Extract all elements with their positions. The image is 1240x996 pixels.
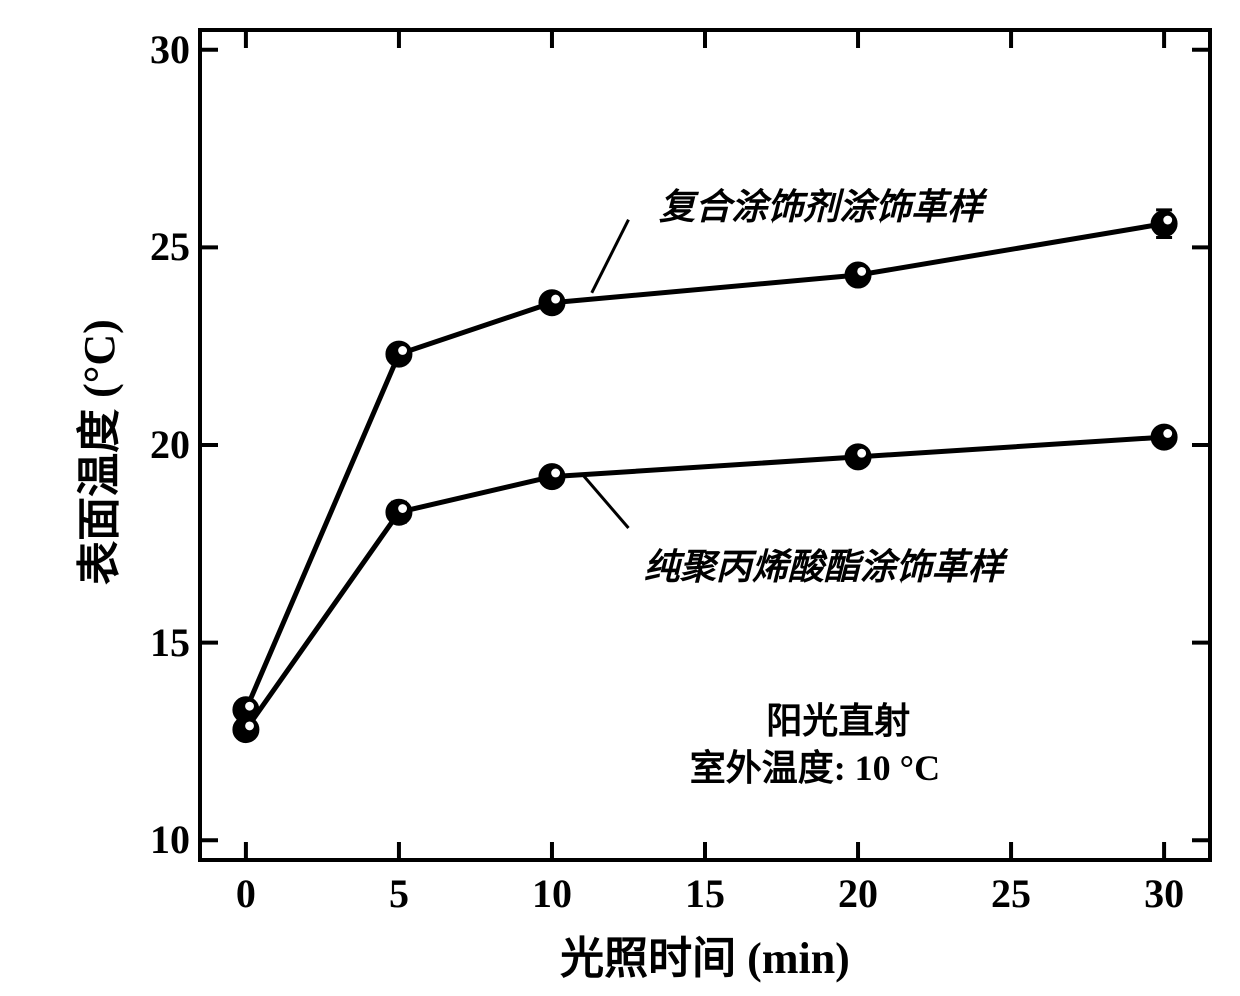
series-0-annotation: 复合涂饰剂涂饰革样: [659, 178, 983, 230]
y-tick-label: 10: [110, 816, 190, 863]
condition-2-annotation: 室外温度: 10 °C: [690, 739, 940, 791]
y-tick-label: 15: [110, 619, 190, 666]
x-tick-label: 20: [818, 870, 898, 917]
x-tick-label: 10: [512, 870, 592, 917]
condition-1-annotation: 阳光直射: [766, 692, 910, 744]
x-axis-label: 光照时间 (min): [505, 922, 905, 986]
x-tick-label: 5: [359, 870, 439, 917]
x-tick-label: 25: [971, 870, 1051, 917]
series-1-annotation: 纯聚丙烯酸酯涂饰革样: [644, 538, 1004, 590]
x-tick-label: 15: [665, 870, 745, 917]
y-tick-label: 25: [110, 223, 190, 270]
chart-container: 表面温度 (°C) 光照时间 (min) 复合涂饰剂涂饰革样 纯聚丙烯酸酯涂饰革…: [0, 0, 1240, 996]
x-tick-label: 0: [206, 870, 286, 917]
x-tick-label: 30: [1124, 870, 1204, 917]
y-tick-label: 30: [110, 26, 190, 73]
y-tick-label: 20: [110, 421, 190, 468]
